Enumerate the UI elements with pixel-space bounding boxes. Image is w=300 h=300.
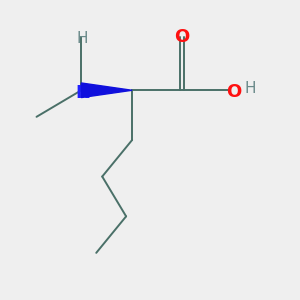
Text: H: H xyxy=(245,81,256,96)
Text: N: N xyxy=(75,84,90,102)
Polygon shape xyxy=(81,83,132,98)
Text: O: O xyxy=(174,28,190,46)
Text: H: H xyxy=(76,32,88,46)
Text: O: O xyxy=(226,83,242,101)
